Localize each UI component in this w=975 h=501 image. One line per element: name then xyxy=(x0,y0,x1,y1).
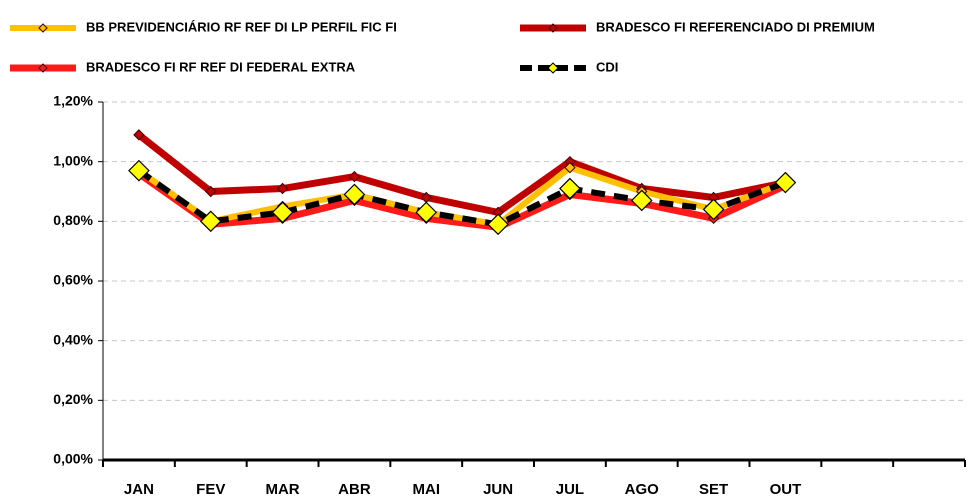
data-point xyxy=(133,129,145,141)
y-tick-label: 0,20% xyxy=(53,391,93,407)
x-tick-label: SET xyxy=(699,481,728,498)
data-point xyxy=(199,210,222,233)
data-point xyxy=(415,201,438,224)
x-tick-label: OUT xyxy=(770,481,802,498)
legend-label: BB PREVIDENCIÁRIO RF REF DI LP PERFIL FI… xyxy=(86,19,397,34)
x-tick-label: MAR xyxy=(265,481,299,498)
legend-label: BRADESCO FI REFERENCIADO DI PREMIUM xyxy=(596,19,875,34)
y-tick-label: 0,00% xyxy=(53,451,93,467)
x-tick-label: FEV xyxy=(196,481,225,498)
series-line xyxy=(136,170,787,231)
y-tick-label: 1,20% xyxy=(53,93,93,109)
legend-marker xyxy=(548,23,558,33)
data-point xyxy=(774,171,797,194)
x-tick-label: AGO xyxy=(625,481,660,498)
y-tick-label: 0,80% xyxy=(53,212,93,228)
data-point xyxy=(559,177,581,200)
data-point xyxy=(630,189,653,212)
legend-label: CDI xyxy=(596,59,618,74)
x-tick-label: JAN xyxy=(124,481,154,498)
series-line xyxy=(136,132,787,216)
legend-marker xyxy=(38,23,48,33)
legend-marker xyxy=(38,63,48,73)
data-point xyxy=(702,198,725,221)
data-point xyxy=(564,161,576,174)
y-tick-label: 0,60% xyxy=(53,272,93,288)
data-point xyxy=(343,183,366,206)
data-point xyxy=(276,182,289,195)
x-tick-label: ABR xyxy=(338,481,371,498)
x-tick-label: JUN xyxy=(483,481,513,498)
data-point xyxy=(205,185,217,198)
x-tick-label: MAI xyxy=(413,481,441,498)
legend-marker xyxy=(547,62,559,74)
data-point xyxy=(128,159,150,182)
data-point xyxy=(348,170,361,183)
y-tick-label: 0,40% xyxy=(53,331,93,347)
legend-label: BRADESCO FI RF REF DI FEDERAL EXTRA xyxy=(86,59,356,74)
y-tick-label: 1,00% xyxy=(53,152,93,168)
series-line xyxy=(137,168,787,228)
x-tick-label: JUL xyxy=(556,481,584,498)
data-point xyxy=(487,213,509,236)
data-point xyxy=(271,201,294,224)
